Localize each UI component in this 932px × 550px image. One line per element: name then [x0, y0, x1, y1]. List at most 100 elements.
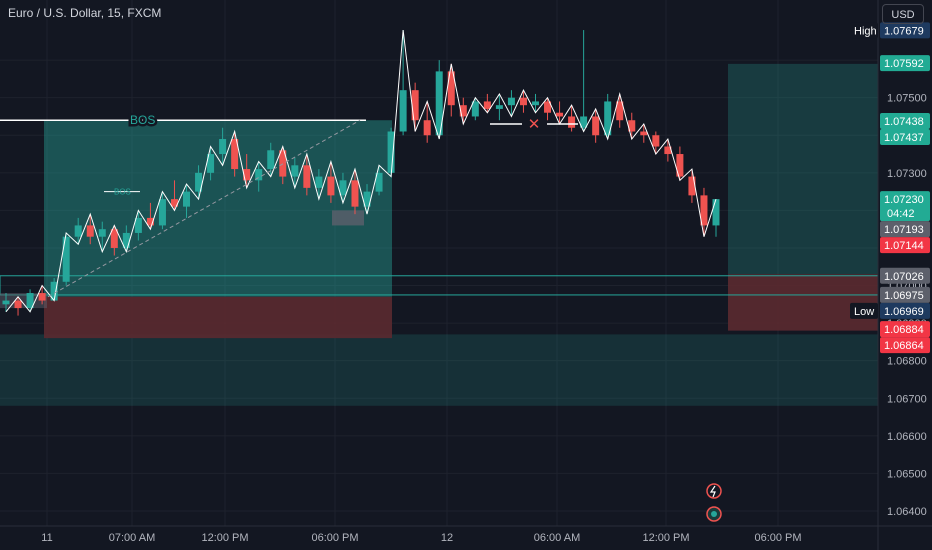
candle-body	[544, 101, 552, 113]
candle-body	[327, 176, 335, 196]
x-tick-label: 11	[41, 532, 52, 544]
x-tick-label: 07:00 AM	[109, 532, 155, 544]
right-stop-zone	[728, 274, 878, 331]
candle-body	[664, 146, 672, 155]
candle-body	[243, 169, 251, 181]
candle-body	[183, 191, 191, 207]
candle-body	[74, 225, 82, 237]
candle-body	[399, 90, 407, 132]
price-label-value: 1.07592	[884, 58, 924, 70]
candle-body	[86, 225, 94, 237]
candle-body	[195, 172, 203, 192]
x-mark: ✕	[528, 116, 541, 133]
price-label-tag: Low	[854, 306, 874, 318]
lightning-icon[interactable]	[706, 483, 722, 499]
price-label-box	[880, 286, 930, 303]
candle-body	[652, 135, 660, 147]
candle-body	[628, 120, 636, 132]
x-tick-label: 12:00 PM	[201, 532, 248, 544]
candle-body	[339, 180, 347, 196]
candle-body	[291, 165, 299, 177]
candle-body	[303, 165, 311, 188]
price-label-countdown: 04:42	[887, 208, 915, 220]
candle-body	[375, 172, 383, 192]
x-tick-label: 12:00 PM	[642, 532, 689, 544]
y-tick-label: 1.06700	[887, 393, 927, 405]
candle-body	[279, 150, 287, 177]
price-labels: 1.07679 High 1.07592 1.07438 1.07437 1.07230 0…	[850, 22, 930, 354]
price-label-tag: High	[854, 25, 877, 37]
price-label-tag-box	[850, 302, 878, 319]
candle-body	[50, 281, 58, 301]
candle-body	[411, 90, 419, 121]
y-tick-label: 1.07500	[887, 93, 927, 105]
price-label-box	[880, 22, 930, 39]
long-stop-zone	[44, 296, 392, 339]
y-tick-label: 1.06600	[887, 431, 927, 443]
candle-body	[387, 131, 395, 173]
candle-body	[592, 116, 600, 136]
candle-body	[556, 112, 564, 117]
candle-body	[26, 293, 34, 309]
candle-body	[2, 300, 10, 305]
tool-icons[interactable]	[706, 483, 722, 522]
price-label-box	[880, 337, 930, 354]
y-tick-label: 1.06400	[887, 506, 927, 518]
time-axis[interactable]: 11 07:00 AM 12:00 PM 06:00 PM 12 06:00 AM 12:0…	[0, 525, 932, 544]
candle-body	[531, 101, 539, 106]
price-label-tag-box	[850, 22, 878, 39]
bos-label: BOS	[130, 113, 155, 127]
x-tick-label: 12	[441, 532, 453, 544]
price-label-value: 1.07679	[884, 25, 924, 37]
price-label-value: 1.06969	[884, 306, 924, 318]
candle-body	[568, 116, 576, 128]
candle-body	[170, 199, 178, 207]
candle-body	[435, 71, 443, 136]
y-tick-label: 1.06500	[887, 468, 927, 480]
candle-body	[616, 101, 624, 121]
candle-body	[315, 176, 323, 188]
candle-body	[483, 101, 491, 109]
y-tick-label: 1.07300	[887, 168, 927, 180]
lightning-glyph	[709, 485, 716, 498]
candle-body	[447, 71, 455, 106]
right-target-zone	[728, 63, 878, 275]
candle-body	[134, 217, 142, 233]
candle-body	[688, 176, 696, 196]
price-label-box	[880, 237, 930, 254]
candle-body	[507, 97, 515, 106]
candle-body	[98, 229, 106, 237]
candles	[2, 30, 720, 316]
symbol-title: Euro / U.S. Dollar, 15, FXCM	[8, 6, 162, 20]
y-tick-label: 1.06800	[887, 356, 927, 368]
candle-body	[495, 105, 503, 109]
candle-body	[640, 131, 648, 136]
candle-body	[122, 232, 130, 248]
candle-body	[423, 120, 431, 136]
x-tick-label: 06:00 AM	[534, 532, 580, 544]
candle-body	[676, 154, 684, 177]
candle-body	[351, 180, 359, 207]
x-tick-label: 06:00 PM	[754, 532, 801, 544]
candle-body	[219, 139, 227, 155]
price-label-value: 1.07437	[884, 132, 924, 144]
candle-body	[363, 191, 371, 207]
currency-button[interactable]: USD	[882, 4, 924, 24]
long-target-zone	[44, 120, 392, 297]
candle-body	[158, 199, 166, 226]
candle-body	[700, 195, 708, 226]
bos-small-label: BOS	[114, 188, 131, 197]
price-label-value: 1.07230	[884, 194, 924, 206]
trend-dashed-line	[47, 119, 361, 298]
candle-body	[14, 300, 22, 309]
candle-body	[255, 169, 263, 181]
candle-body	[231, 139, 239, 170]
price-label-box	[880, 191, 930, 222]
order-block	[332, 210, 364, 226]
candle-body	[62, 236, 70, 282]
candle-body	[604, 101, 612, 136]
price-label-box	[880, 321, 930, 338]
structure-lines: BOS BOS ✕	[0, 29, 717, 313]
candle-body	[580, 116, 588, 128]
